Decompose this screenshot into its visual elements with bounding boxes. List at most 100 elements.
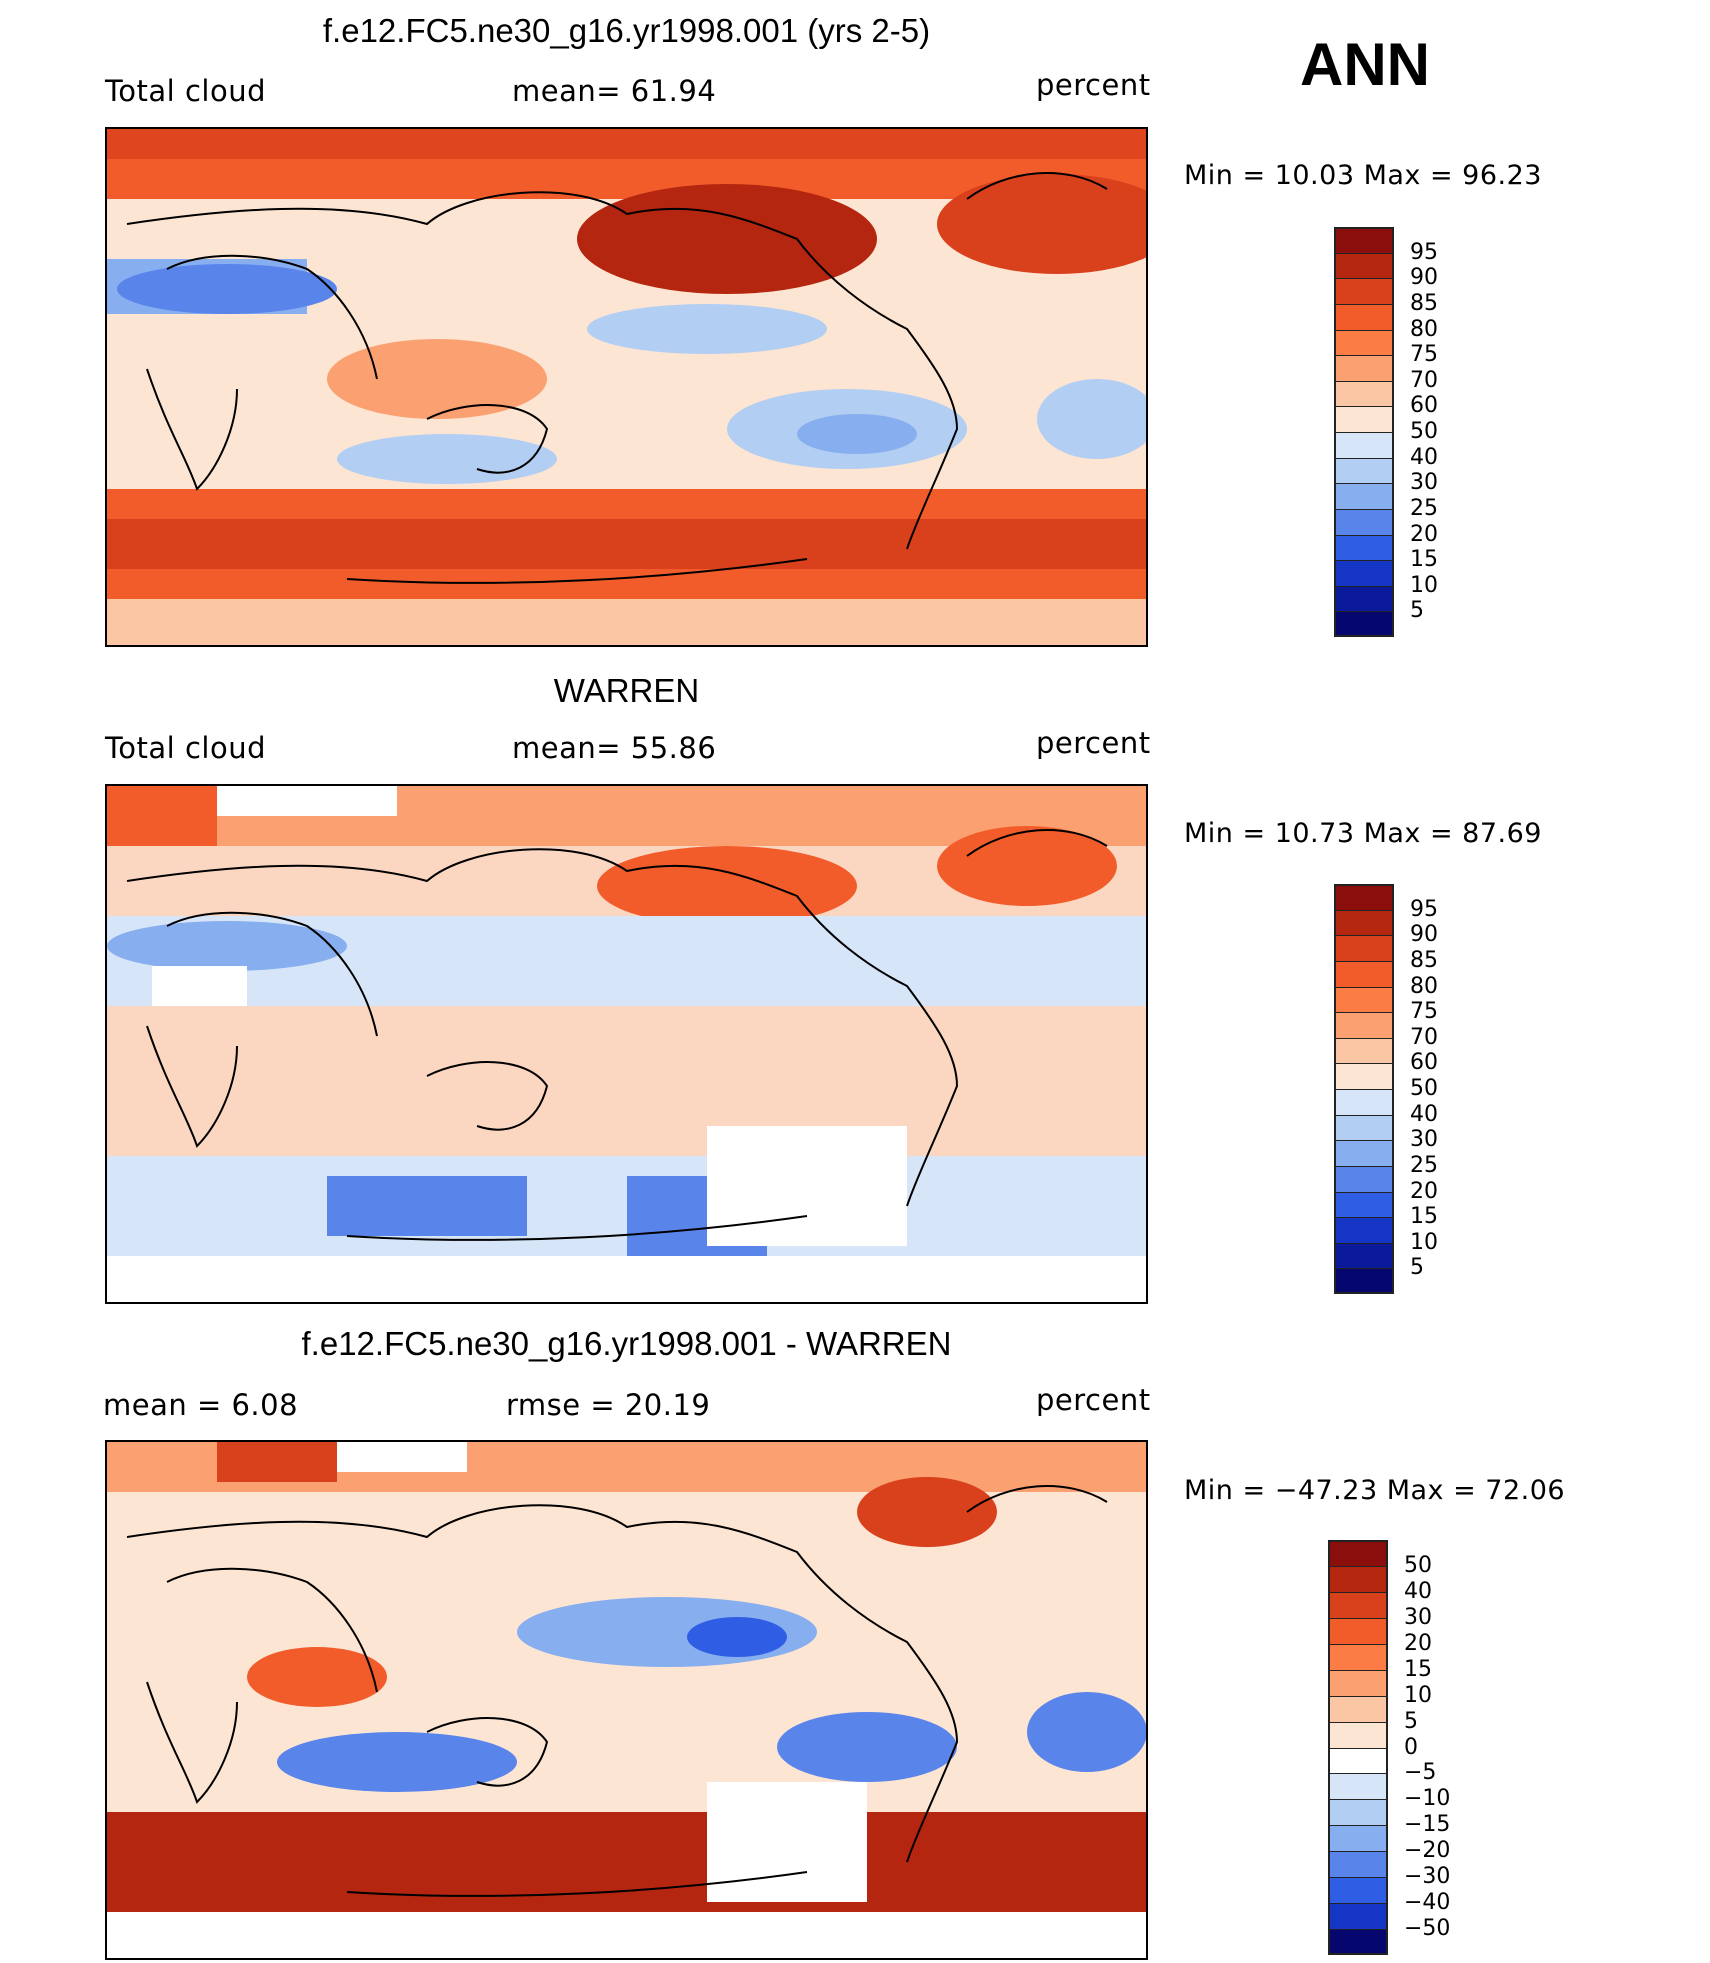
colorbar-tick-label: 15 xyxy=(1410,547,1438,573)
colorbar-tick-label: 20 xyxy=(1404,1630,1432,1656)
colorbar-tick-label: 25 xyxy=(1410,1152,1438,1178)
colorbar-tick-label: −15 xyxy=(1404,1812,1451,1838)
colorbar-swatch xyxy=(1334,560,1394,586)
colorbar-tick-label: 15 xyxy=(1410,1204,1438,1230)
colorbar-tick-label: 70 xyxy=(1410,1024,1438,1050)
units-label: percent xyxy=(1036,726,1151,760)
colorbar-swatch xyxy=(1328,1565,1388,1592)
colorbar-tick-label: 30 xyxy=(1410,470,1438,496)
min-max-readout: Min = 10.03 Max = 96.23 xyxy=(1184,160,1542,191)
colorbar-tick-label: 30 xyxy=(1404,1604,1432,1630)
colorbar-swatch xyxy=(1328,1669,1388,1696)
colorbar-tick-label: 75 xyxy=(1410,342,1438,368)
map-plot xyxy=(105,127,1148,647)
colorbar-swatch xyxy=(1334,986,1394,1013)
colorbar-tick-label: 20 xyxy=(1410,521,1438,547)
panel-title: WARREN xyxy=(553,672,700,709)
colorbar-tick-label: 60 xyxy=(1410,393,1438,419)
colorbar-tick-label: 50 xyxy=(1410,419,1438,444)
units-label: percent xyxy=(1036,68,1151,102)
colorbar-swatch xyxy=(1334,611,1394,637)
colorbar-swatch xyxy=(1334,508,1394,535)
colorbar-tick-label: 70 xyxy=(1410,367,1438,393)
colorbar-swatch xyxy=(1328,1877,1388,1904)
colorbar-tick-label: 40 xyxy=(1410,444,1438,470)
colorbar-swatch xyxy=(1328,1903,1388,1930)
colorbar-swatch xyxy=(1328,1617,1388,1644)
colorbar-tick-label: 25 xyxy=(1410,495,1438,521)
colorbar-swatch xyxy=(1334,355,1394,381)
colorbar-swatch xyxy=(1334,1140,1394,1166)
colorbar-swatch xyxy=(1328,1721,1388,1748)
colorbar-tick-label: 85 xyxy=(1410,290,1438,316)
colorbar-tick-label: 85 xyxy=(1410,947,1438,973)
colorbar-swatch xyxy=(1328,1799,1388,1826)
min-max-readout: Min = 10.73 Max = 87.69 xyxy=(1184,818,1542,849)
mean-label: mean= 55.86 xyxy=(512,731,717,765)
colorbar-swatch xyxy=(1334,1217,1394,1243)
colorbar-swatch xyxy=(1334,1191,1394,1218)
panel-title: f.e12.FC5.ne30_g16.yr1998.001 - WARREN xyxy=(301,1325,952,1362)
colorbar-swatch xyxy=(1334,909,1394,936)
colorbar-swatch xyxy=(1328,1695,1388,1722)
colorbar-swatch xyxy=(1334,1114,1394,1141)
colorbar-tick-label: 30 xyxy=(1410,1127,1438,1153)
colorbar-swatch xyxy=(1334,406,1394,432)
colorbar-tick-label: 20 xyxy=(1410,1178,1438,1204)
colorbar-tick-label: 95 xyxy=(1410,239,1438,265)
colorbar-tick-label: 5 xyxy=(1410,598,1424,624)
colorbar-swatch xyxy=(1328,1643,1388,1670)
colorbar-swatch xyxy=(1328,1929,1388,1955)
colorbar-swatch xyxy=(1334,303,1394,330)
colorbar-swatch xyxy=(1328,1851,1388,1878)
colorbar-tick-label: 40 xyxy=(1410,1101,1438,1127)
colorbar-tick-label: −40 xyxy=(1404,1890,1451,1916)
map-plot xyxy=(105,1440,1148,1960)
colorbar-swatch xyxy=(1334,1242,1394,1269)
colorbar-swatch xyxy=(1334,1037,1394,1064)
colorbar-swatch xyxy=(1334,380,1394,407)
colorbar-tick-label: 75 xyxy=(1410,999,1438,1025)
colorbar-tick-label: 80 xyxy=(1410,316,1438,342)
colorbar-swatch xyxy=(1328,1773,1388,1800)
colorbar-swatch xyxy=(1334,585,1394,612)
colorbar-tick-label: −5 xyxy=(1404,1760,1437,1786)
colorbar-tick-label: −20 xyxy=(1404,1838,1451,1864)
colorbar-swatch xyxy=(1334,483,1394,509)
season-label: ANN xyxy=(1300,31,1430,98)
mean-label: mean= 61.94 xyxy=(512,74,717,108)
map-plot xyxy=(105,784,1148,1304)
colorbar-swatch xyxy=(1334,252,1394,279)
colorbar-swatch xyxy=(1334,1063,1394,1089)
colorbar-tick-label: 90 xyxy=(1410,265,1438,291)
colorbar-swatch xyxy=(1334,329,1394,356)
global-mean-label: mean = 6.08 xyxy=(103,1388,299,1422)
colorbar-swatch xyxy=(1328,1825,1388,1852)
colorbar-tick-label: 95 xyxy=(1410,896,1438,922)
variable-label: Total cloud xyxy=(105,74,266,108)
colorbar-swatch xyxy=(1334,278,1394,304)
colorbar-tick-label: −30 xyxy=(1404,1864,1451,1890)
colorbar-frame xyxy=(1334,227,1394,637)
colorbar-tick-label: 90 xyxy=(1410,922,1438,948)
colorbar-swatch xyxy=(1334,960,1394,987)
colorbar-swatch xyxy=(1334,1268,1394,1294)
colorbar-swatch xyxy=(1334,534,1394,561)
colorbar-swatch xyxy=(1334,1012,1394,1038)
rmse-label: rmse = 20.19 xyxy=(506,1388,711,1422)
panel-title: f.e12.FC5.ne30_g16.yr1998.001 (yrs 2-5) xyxy=(322,12,931,49)
colorbar-tick-label: 5 xyxy=(1410,1255,1424,1281)
colorbar-tick-label: 60 xyxy=(1410,1050,1438,1076)
colorbar-tick-label: 0 xyxy=(1404,1734,1418,1760)
colorbar-tick-label: 80 xyxy=(1410,973,1438,999)
colorbar-swatch xyxy=(1334,1089,1394,1115)
colorbar-frame xyxy=(1334,884,1394,1294)
colorbar-swatch xyxy=(1334,432,1394,458)
colorbar-tick-label: 50 xyxy=(1404,1552,1432,1578)
colorbar-tick-label: −50 xyxy=(1404,1916,1451,1942)
units-label: percent xyxy=(1036,1383,1151,1417)
colorbar-tick-label: 10 xyxy=(1410,1229,1438,1255)
colorbar-frame xyxy=(1328,1540,1388,1955)
variable-label: Total cloud xyxy=(105,731,266,765)
colorbar-tick-label: 15 xyxy=(1404,1656,1432,1682)
